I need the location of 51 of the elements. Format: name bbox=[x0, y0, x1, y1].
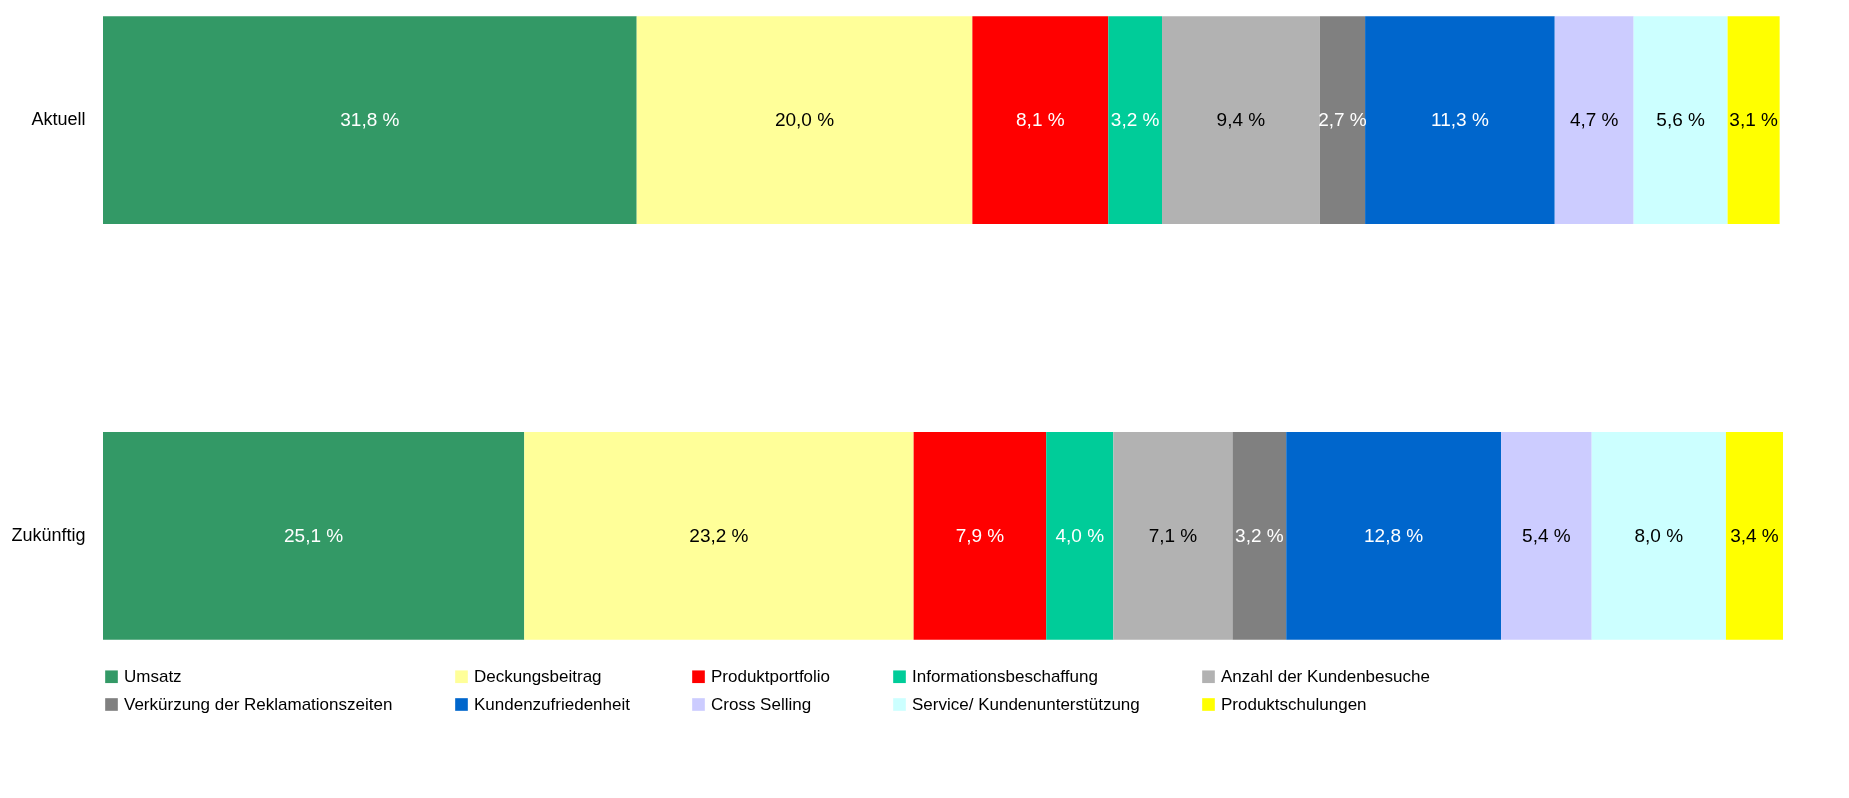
legend-label: Produktschulungen bbox=[1221, 694, 1367, 714]
bar bbox=[1319, 16, 1366, 225]
bar bbox=[913, 431, 1047, 640]
bar bbox=[1046, 431, 1114, 640]
legend-label: Produktportfolio bbox=[711, 666, 831, 686]
bar bbox=[1633, 16, 1728, 225]
data-label: 7,1 % bbox=[1148, 524, 1198, 546]
data-label: 4,7 % bbox=[1569, 109, 1619, 131]
data-label: 3,1 % bbox=[1729, 109, 1779, 131]
legend-label: Kundenzufriedenheit bbox=[474, 694, 631, 714]
bar bbox=[1108, 16, 1163, 225]
data-label: 8,0 % bbox=[1634, 524, 1684, 546]
data-label: 12,8 % bbox=[1364, 524, 1424, 546]
bar bbox=[1232, 431, 1287, 640]
data-label: 25,1 % bbox=[284, 524, 344, 546]
bar bbox=[103, 431, 525, 640]
data-label: 5,6 % bbox=[1656, 109, 1706, 131]
data-label: 31,8 % bbox=[340, 109, 400, 131]
legend-label: Verkürzung der Reklamationszeiten bbox=[124, 694, 393, 714]
data-label: 3,4 % bbox=[1730, 524, 1779, 546]
bar bbox=[636, 16, 973, 225]
bar bbox=[1286, 431, 1502, 640]
legend-label: Informationsbeschaffung bbox=[912, 666, 1098, 686]
bar bbox=[1113, 431, 1233, 640]
data-label: 3,2 % bbox=[1110, 109, 1160, 131]
data-label: 5,4 % bbox=[1522, 524, 1571, 546]
data-label: 7,9 % bbox=[955, 524, 1005, 546]
y-tick-label: Aktuell bbox=[31, 109, 86, 130]
legend-label: Service/ Kundenunterstützung bbox=[912, 694, 1140, 714]
bar bbox=[1501, 431, 1592, 640]
legend-label: Anzahl der Kundenbesuche bbox=[1221, 666, 1430, 686]
legend-label: Cross Selling bbox=[711, 694, 812, 714]
data-label: 9,4 % bbox=[1216, 109, 1266, 131]
bar bbox=[1162, 16, 1320, 225]
data-label: 20,0 % bbox=[774, 109, 835, 131]
bar bbox=[1365, 16, 1555, 225]
bar bbox=[524, 431, 914, 640]
data-label: 8,1 % bbox=[1016, 109, 1065, 131]
data-label: 3,2 % bbox=[1235, 524, 1284, 546]
legend-label: Umsatz bbox=[124, 666, 182, 686]
bar bbox=[1554, 16, 1634, 225]
bar bbox=[972, 16, 1109, 225]
bar bbox=[103, 16, 637, 225]
y-tick-label: Zukünftig bbox=[11, 524, 86, 545]
bar bbox=[1725, 431, 1783, 640]
bar bbox=[1591, 431, 1726, 640]
data-label: 11,3 % bbox=[1431, 109, 1489, 131]
data-label: 23,2 % bbox=[689, 524, 749, 546]
bar bbox=[1727, 16, 1780, 225]
legend-label: Deckungsbeitrag bbox=[474, 666, 602, 686]
data-label: 4,0 % bbox=[1055, 524, 1105, 546]
